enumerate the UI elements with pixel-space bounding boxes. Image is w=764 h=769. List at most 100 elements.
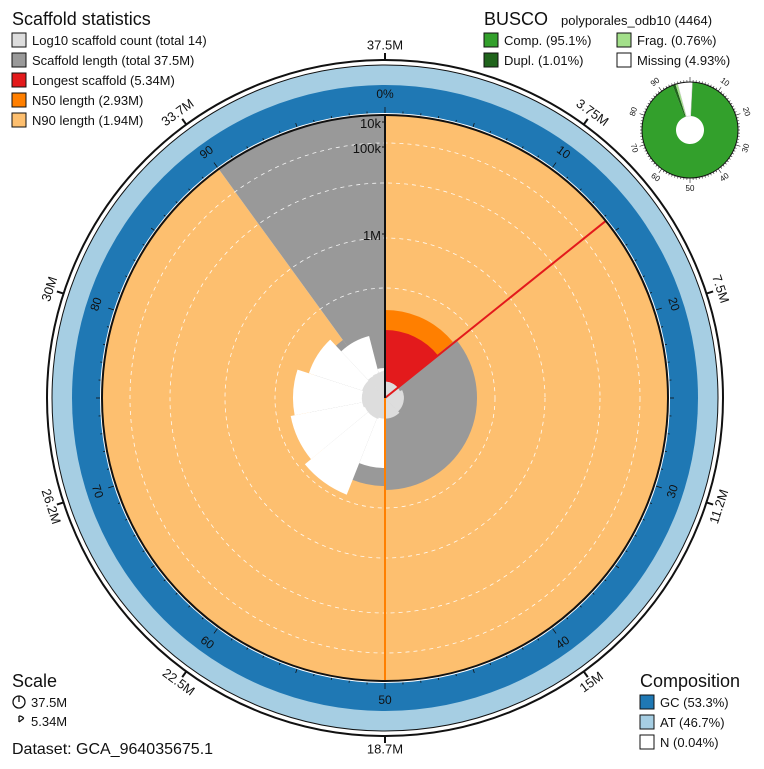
busco-tick-label: 70 <box>629 142 640 154</box>
percent-minor-tick <box>175 201 178 204</box>
busco-tick <box>651 160 654 163</box>
busco-tick <box>726 160 729 163</box>
busco-label-duplicated: Dupl. (1.01%) <box>504 53 583 68</box>
busco-swatch-duplicated <box>483 52 499 68</box>
percent-minor-tick <box>625 243 628 246</box>
scaffold-statistics-title: Scaffold statistics <box>12 9 151 29</box>
percent-minor-tick <box>201 176 204 179</box>
radial-axis-label: 10k <box>360 116 381 131</box>
busco-tick <box>649 157 652 160</box>
percent-minor-tick <box>246 647 249 650</box>
scale-total-length: 37.5M <box>31 695 67 710</box>
busco-tick <box>668 173 670 176</box>
busco-label-complete: Comp. (95.1%) <box>504 33 591 48</box>
busco-tick <box>731 152 734 155</box>
percent-minor-tick <box>230 155 233 158</box>
busco-tick <box>643 111 646 113</box>
composition-label-at: AT (46.7%) <box>660 715 725 730</box>
busco-tick-label: 90 <box>649 75 662 88</box>
legend-swatch-n90 <box>11 112 27 128</box>
busco-tick <box>665 171 668 174</box>
busco-tick <box>726 97 729 100</box>
busco-tick <box>735 144 741 147</box>
percent-minor-tick <box>125 518 128 521</box>
percent-minor-tick <box>213 628 218 634</box>
composition-legend: Composition GC (53.3%) AT (46.7%) N (0.0… <box>639 671 740 750</box>
legend-label-log10-count: Log10 scaffold count (total 14) <box>32 33 207 48</box>
busco-tick <box>662 87 665 90</box>
legend-swatch-n50 <box>11 92 27 108</box>
busco-fragmented-slice <box>675 83 687 117</box>
percent-minor-tick <box>655 307 662 311</box>
busco-tick <box>657 91 660 94</box>
busco-lineage: polyporales_odb10 (4464) <box>561 13 712 28</box>
busco-tick <box>733 150 736 152</box>
percent-minor-tick <box>125 275 128 278</box>
busco-swatch-missing <box>616 52 632 68</box>
busco-tick <box>720 166 723 169</box>
percent-minor-tick <box>521 146 524 149</box>
scale-full-circle-icon <box>12 695 26 709</box>
scale-longest-length: 5.34M <box>31 714 67 729</box>
busco-tick <box>668 84 670 87</box>
busco-tick <box>733 108 736 110</box>
busco-tick <box>655 164 658 167</box>
legend-swatch-scaffold-length <box>11 52 27 68</box>
busco-legend: BUSCO polyporales_odb10 (4464) Comp. (95… <box>483 9 730 68</box>
percent-minor-tick <box>133 534 136 537</box>
busco-title: BUSCO <box>484 9 548 29</box>
percent-minor-tick <box>188 188 191 191</box>
composition-label-n: N (0.04%) <box>660 735 719 750</box>
busco-tick <box>665 86 668 89</box>
percent-minor-tick <box>201 617 204 620</box>
percent-minor-tick <box>505 138 508 141</box>
percent-minor-tick <box>537 638 540 641</box>
busco-tick <box>647 155 650 158</box>
busco-tick <box>731 105 734 108</box>
legend-label-scaffold-length: Scaffold length (total 37.5M) <box>32 53 194 68</box>
percent-minor-tick <box>649 291 652 294</box>
busco-tick <box>671 83 673 86</box>
busco-tick <box>717 168 722 174</box>
busco-tick <box>674 82 676 85</box>
percent-minor-tick <box>649 502 652 505</box>
busco-tick <box>639 144 645 147</box>
radial-axis-label: 1M <box>363 228 381 243</box>
busco-tick <box>651 97 654 100</box>
length-tick-label: 3.75M <box>573 96 611 129</box>
busco-tick <box>658 86 663 92</box>
busco-tick-label: 50 <box>686 184 695 193</box>
busco-tick <box>710 173 712 176</box>
busco-tick <box>724 95 727 98</box>
dataset-id: Dataset: GCA_964035675.1 <box>12 741 213 758</box>
length-tick-label: 37.5M <box>367 37 403 52</box>
busco-tick <box>704 82 706 85</box>
percent-minor-tick <box>142 550 145 553</box>
busco-tick <box>715 170 718 173</box>
percent-minor-tick <box>295 668 298 673</box>
length-tick-label: 33.7M <box>158 96 196 129</box>
percent-minor-tick <box>552 628 557 634</box>
percent-minor-tick <box>108 485 115 489</box>
busco-tick <box>674 175 676 178</box>
busco-tick <box>730 155 733 158</box>
percent-minor-tick <box>163 214 166 217</box>
busco-tick <box>735 113 741 116</box>
composition-swatch-gc <box>639 694 655 710</box>
busco-tick <box>728 157 731 160</box>
legend-swatch-longest-scaffold <box>11 72 27 88</box>
busco-tick <box>724 162 727 165</box>
percent-tick-label: 20 <box>665 296 683 313</box>
legend-label-n50: N50 length (2.93M) <box>32 93 143 108</box>
percent-minor-tick <box>150 227 155 231</box>
percent-minor-tick <box>262 138 265 141</box>
length-tick-label: 18.7M <box>367 741 403 756</box>
busco-label-missing: Missing (4.93%) <box>637 53 730 68</box>
busco-tick <box>649 100 652 103</box>
percent-minor-tick <box>489 131 492 134</box>
busco-label-fragmented: Frag. (0.76%) <box>637 33 716 48</box>
main-plot-area: 10k100k1M37.5M3.75M7.5M11.2M15M18.7M22.5… <box>38 37 732 756</box>
percent-minor-tick <box>537 155 540 158</box>
busco-tick <box>646 152 649 155</box>
